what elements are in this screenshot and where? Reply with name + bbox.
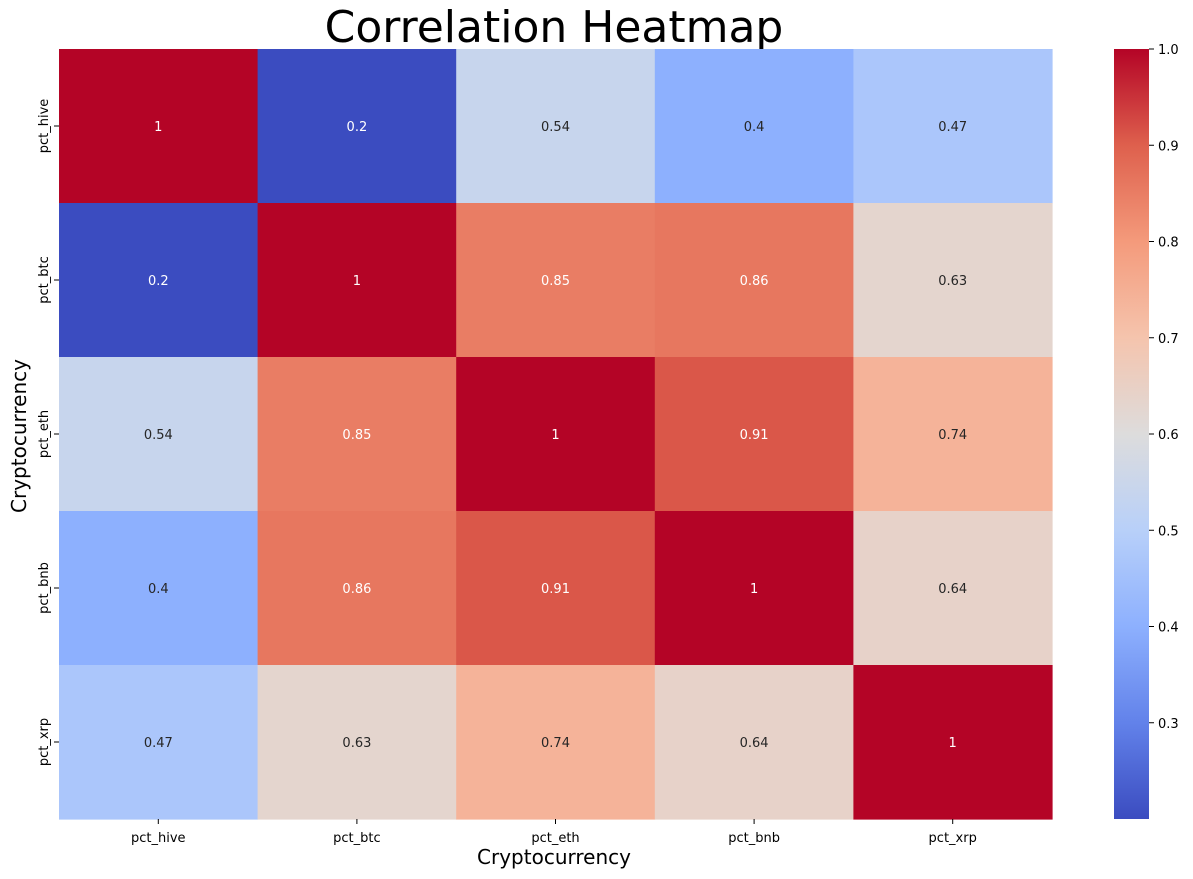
heatmap-cell: [257, 203, 457, 358]
heatmap-cell: [853, 357, 1053, 512]
cell-value-label: 0.4: [148, 582, 169, 597]
cell-value-label: 0.54: [541, 120, 570, 135]
cell-value-label: 0.63: [938, 274, 967, 289]
cell-value-label: 0.47: [144, 736, 173, 751]
heatmap-cell: [456, 49, 656, 204]
y-axis-label: Cryptocurrency: [7, 359, 31, 513]
cell-value-label: 0.47: [938, 120, 967, 135]
heatmap-cell: [654, 511, 854, 666]
y-tick-label: pct_bnb: [37, 562, 52, 614]
heatmap-cell: [257, 511, 457, 666]
x-tick-label: pct_btc: [333, 831, 381, 846]
cell-value-label: 0.74: [938, 428, 967, 443]
cell-value-label: 0.91: [740, 428, 769, 443]
heatmap-cell: [853, 511, 1053, 666]
y-tick-label: pct_xrp: [37, 718, 52, 766]
y-tick-label: pct_eth: [37, 410, 52, 458]
cell-value-label: 0.64: [740, 736, 769, 751]
cell-value-label: 1: [750, 582, 758, 597]
colorbar-tick-label: 0.4: [1158, 621, 1179, 636]
cell-value-label: 0.54: [144, 428, 173, 443]
heatmap-cell: [59, 511, 259, 666]
heatmap-cell: [257, 49, 457, 204]
heatmap-cell: [853, 203, 1053, 358]
heatmap-cell: [456, 511, 656, 666]
heatmap-cell: [59, 49, 259, 204]
colorbar-tick-label: 0.7: [1158, 332, 1179, 347]
x-axis-ticks: pct_hive pct_btc pct_eth pct_bnb pct_xrp: [131, 819, 977, 846]
cell-value-label: 0.86: [342, 582, 371, 597]
heatmap-cell: [257, 665, 457, 820]
y-tick-label: pct_btc: [37, 256, 52, 304]
heatmap-cell: [257, 357, 457, 512]
heatmap-cell: [456, 665, 656, 820]
cell-value-label: 0.63: [342, 736, 371, 751]
colorbar-tick-label: 1.0: [1158, 43, 1179, 58]
heatmap-cells: 1 0.2 0.54 0.4 0.47 0.2 1 0.85 0.86 0.63 0.54 0.85 1…: [59, 49, 1053, 820]
x-tick-label: pct_hive: [131, 831, 186, 846]
cell-value-label: 0.4: [744, 120, 765, 135]
heatmap-cell: [59, 665, 259, 820]
chart-title: Correlation Heatmap: [325, 2, 784, 53]
x-tick-label: pct_eth: [531, 831, 579, 846]
cell-value-label: 0.64: [938, 582, 967, 597]
cell-value-label: 1: [353, 274, 361, 289]
heatmap-cell: [59, 357, 259, 512]
cell-value-label: 0.86: [740, 274, 769, 289]
cell-value-label: 0.2: [347, 120, 368, 135]
heatmap-cell: [59, 203, 259, 358]
cell-value-label: 0.2: [148, 274, 169, 289]
colorbar: [1114, 49, 1149, 819]
x-tick-label: pct_bnb: [728, 831, 780, 846]
heatmap-cell: [853, 665, 1053, 820]
colorbar-tick-label: 0.5: [1158, 524, 1179, 539]
y-tick-label: pct_hive: [37, 99, 52, 154]
heatmap-cell: [654, 49, 854, 204]
cell-value-label: 0.91: [541, 582, 570, 597]
cell-value-label: 0.74: [541, 736, 570, 751]
colorbar-tick-label: 0.6: [1158, 428, 1179, 443]
y-axis-ticks: pct_hive pct_btc pct_eth pct_bnb pct_xrp: [37, 99, 59, 766]
colorbar-tick-label: 0.8: [1158, 236, 1179, 251]
heatmap-cell: [456, 203, 656, 358]
cell-value-label: 0.85: [541, 274, 570, 289]
cell-value-label: 1: [949, 736, 957, 751]
heatmap-cell: [654, 203, 854, 358]
cell-value-label: 1: [154, 120, 162, 135]
heatmap-cell: [654, 357, 854, 512]
cell-value-label: 0.85: [342, 428, 371, 443]
x-tick-label: pct_xrp: [929, 831, 977, 846]
colorbar-ticks: 0.3 0.4 0.5 0.6 0.7 0.8 0.9 1.0: [1149, 43, 1179, 732]
colorbar-tick-label: 0.9: [1158, 139, 1179, 154]
heatmap-cell: [853, 49, 1053, 204]
x-axis-label: Cryptocurrency: [477, 845, 631, 869]
heatmap-cell: [456, 357, 656, 512]
cell-value-label: 1: [551, 428, 559, 443]
heatmap-cell: [654, 665, 854, 820]
colorbar-tick-label: 0.3: [1158, 717, 1179, 732]
